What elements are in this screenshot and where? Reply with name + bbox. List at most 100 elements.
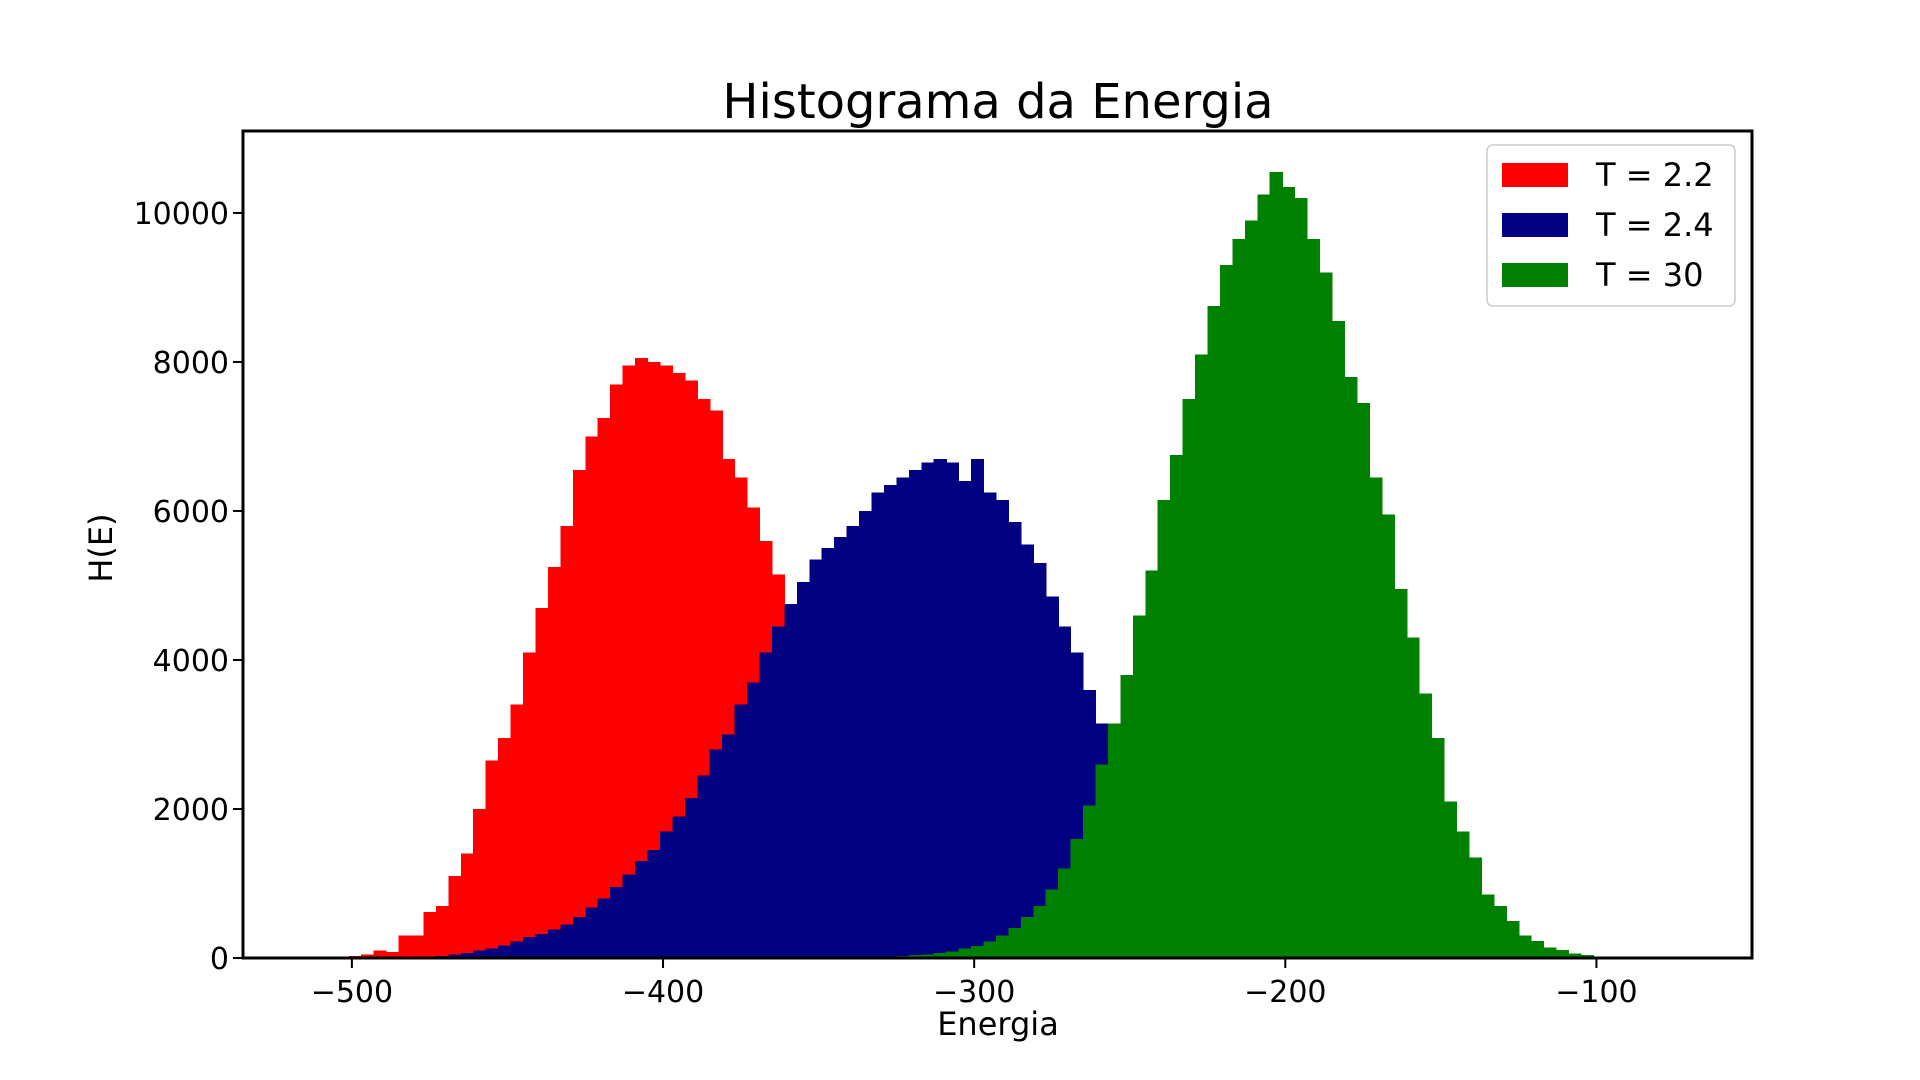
histogram-bar xyxy=(796,581,810,958)
histogram-bar xyxy=(672,816,686,958)
histogram-bar xyxy=(460,952,474,958)
histogram-bar xyxy=(1369,477,1383,958)
histogram-bar xyxy=(983,941,997,958)
histogram-bar xyxy=(610,384,624,958)
histogram-bar xyxy=(771,626,785,958)
histogram-bar xyxy=(995,499,1009,958)
x-axis-ticks: −500 −400 −300 −200 −100 xyxy=(311,958,1638,1010)
histogram-bar xyxy=(560,924,574,958)
histogram-bar xyxy=(896,477,910,958)
histogram-bar xyxy=(1008,928,1022,958)
histogram-bar xyxy=(498,945,512,958)
histogram-bar xyxy=(1033,563,1047,958)
histogram-bar xyxy=(373,950,387,958)
histogram-bar xyxy=(1406,637,1420,958)
histogram-bar xyxy=(1431,738,1445,958)
histogram-bar xyxy=(523,652,537,958)
histogram-bar xyxy=(1307,239,1321,958)
histogram-bar xyxy=(1219,265,1234,958)
y-tick-label: 10000 xyxy=(134,197,229,232)
histogram-bar xyxy=(1518,935,1532,958)
histogram-bar xyxy=(1493,905,1507,958)
y-tick-label: 8000 xyxy=(153,346,229,381)
histogram-bar xyxy=(597,417,611,959)
histogram-bar xyxy=(498,738,512,958)
histogram-bar xyxy=(809,559,823,958)
histogram-bar xyxy=(1257,194,1271,958)
legend-swatch xyxy=(1502,163,1568,187)
histogram-bar xyxy=(659,365,673,958)
histogram-bar xyxy=(635,861,649,958)
histogram-bar xyxy=(1195,354,1209,958)
histogram-bar xyxy=(821,548,835,958)
histogram-bar xyxy=(1568,953,1582,958)
histogram-bar xyxy=(1356,402,1370,958)
histogram-bar xyxy=(1083,805,1097,958)
histogram-bar xyxy=(1282,186,1296,958)
histogram-bar xyxy=(411,935,425,958)
histogram-bar xyxy=(1145,570,1159,958)
histogram-bar xyxy=(585,907,599,958)
histogram-bar xyxy=(1269,171,1283,959)
y-tick-label: 2000 xyxy=(153,793,229,828)
histogram-bar xyxy=(635,358,649,958)
histogram-bar xyxy=(610,887,624,958)
histogram-bar xyxy=(523,937,537,958)
histogram-bar xyxy=(473,950,487,958)
histogram-bar xyxy=(1045,596,1059,958)
histogram-bar xyxy=(697,775,711,958)
histogram-bar xyxy=(1244,220,1258,958)
histogram-bar xyxy=(747,682,761,958)
histogram-bar xyxy=(1394,589,1408,958)
histogram-bar xyxy=(1033,905,1047,958)
histogram-bar xyxy=(1531,940,1545,958)
y-axis-ticks: 0 2000 4000 6000 8000 10000 xyxy=(134,197,243,977)
histogram-bar xyxy=(448,876,462,958)
histogram-bar xyxy=(871,492,885,958)
histogram-bar xyxy=(1481,894,1495,958)
histogram-bar xyxy=(834,537,848,958)
histogram-bar xyxy=(1132,615,1146,958)
legend-swatch xyxy=(1502,263,1568,287)
histogram-bar xyxy=(398,935,412,958)
histogram-bar xyxy=(647,361,661,959)
histogram-bar xyxy=(423,911,437,958)
histogram-bar xyxy=(846,525,860,958)
histogram-bar xyxy=(1443,801,1458,958)
histogram-bar xyxy=(684,797,698,958)
histogram-bar xyxy=(659,831,673,958)
histogram-bar xyxy=(448,954,462,958)
histogram-bar xyxy=(1070,838,1084,958)
histogram-bar xyxy=(921,462,935,958)
histogram-bar xyxy=(572,917,586,958)
histogram-bar xyxy=(560,525,574,958)
x-axis-label: Energia xyxy=(937,1005,1059,1043)
histogram-bar xyxy=(883,484,897,958)
histogram-bar xyxy=(622,874,636,958)
histogram-bar xyxy=(933,458,947,958)
histogram-bar xyxy=(971,946,985,958)
histogram-bar xyxy=(908,470,922,958)
histogram-bars xyxy=(348,171,1632,959)
plot-frame xyxy=(241,129,1754,960)
legend-swatch xyxy=(1502,213,1568,237)
histogram-bar xyxy=(1020,917,1034,958)
histogram-bar xyxy=(622,365,636,958)
histogram-bar xyxy=(510,704,524,958)
y-tick-label: 4000 xyxy=(153,644,229,679)
histogram-bar xyxy=(1045,889,1059,958)
histogram-bar xyxy=(386,952,400,958)
x-tick-label: −500 xyxy=(311,975,393,1010)
histogram-bar xyxy=(473,808,487,958)
histogram-bar xyxy=(1456,831,1470,958)
legend-label: T = 30 xyxy=(1595,256,1703,294)
series-3-bars xyxy=(871,171,1632,959)
histogram-bar xyxy=(647,849,661,958)
histogram-bar xyxy=(709,749,723,958)
histogram-bar xyxy=(460,853,474,958)
x-tick-label: −400 xyxy=(622,975,704,1010)
histogram-bar xyxy=(485,760,499,958)
histogram-bar xyxy=(1107,723,1121,958)
histogram-bar xyxy=(547,929,561,958)
